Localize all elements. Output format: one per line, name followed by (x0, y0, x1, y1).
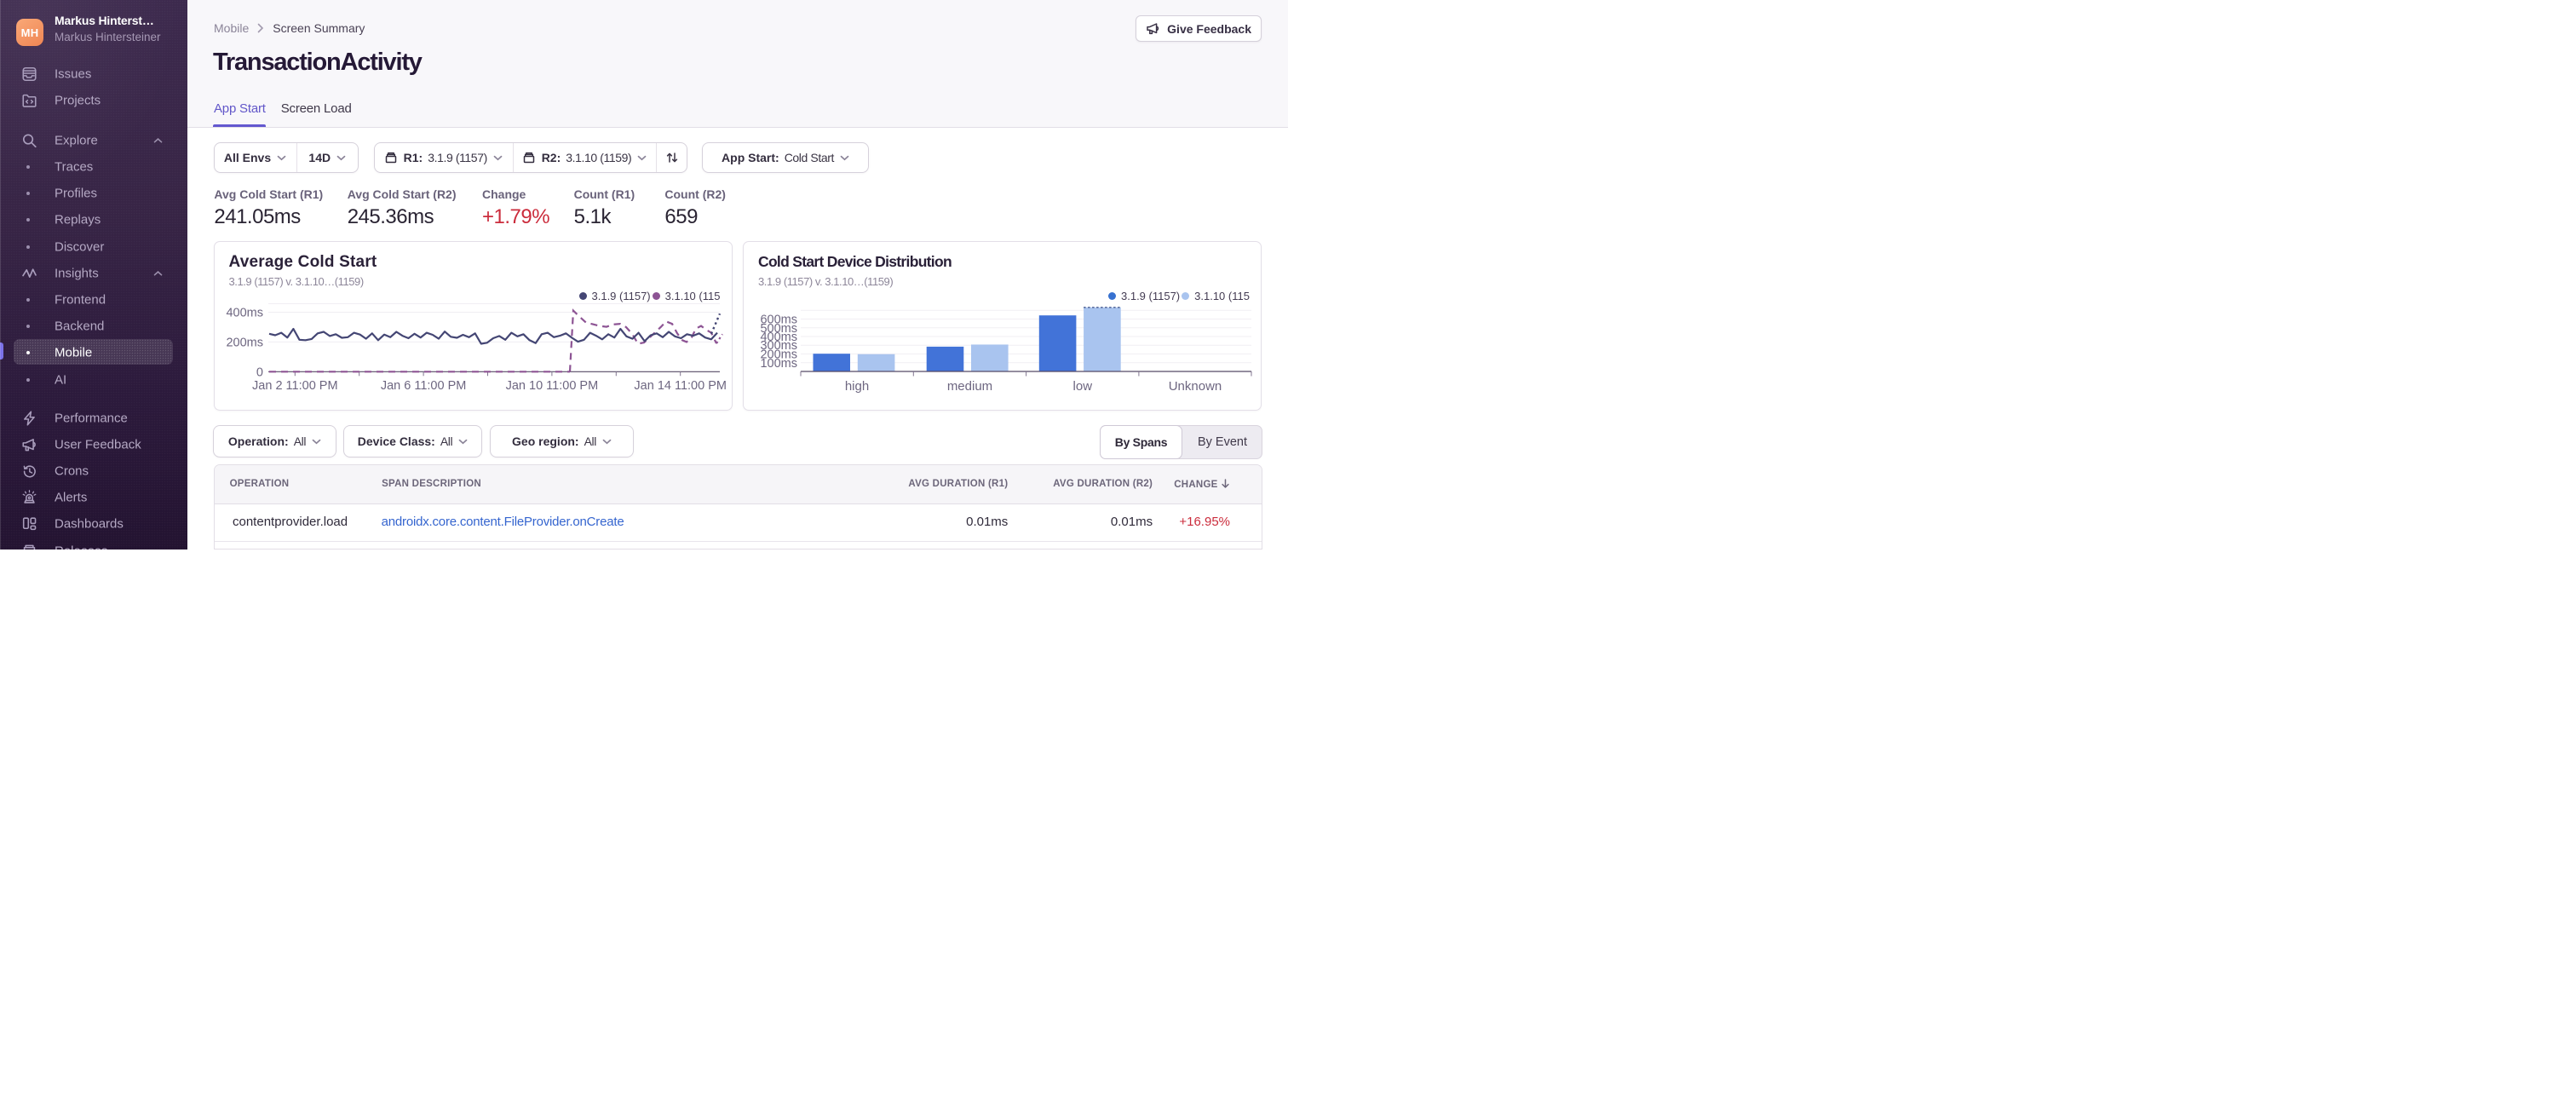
svg-text:Jan 2 11:00 PM: Jan 2 11:00 PM (252, 379, 338, 393)
svg-text:Jan 14 11:00 PM: Jan 14 11:00 PM (634, 379, 727, 393)
svg-text:0: 0 (256, 365, 262, 379)
svg-text:Unknown: Unknown (1169, 379, 1222, 394)
svg-text:400ms: 400ms (226, 307, 263, 320)
svg-text:Jan 6 11:00 PM: Jan 6 11:00 PM (380, 379, 465, 393)
svg-text:Jan 10 11:00 PM: Jan 10 11:00 PM (505, 379, 598, 393)
svg-text:200ms: 200ms (226, 336, 263, 349)
svg-text:high: high (845, 379, 869, 394)
svg-text:medium: medium (947, 379, 992, 394)
svg-text:600ms: 600ms (760, 314, 797, 327)
svg-text:400ms: 400ms (760, 331, 797, 344)
svg-text:100ms: 100ms (760, 357, 797, 371)
svg-text:low: low (1073, 379, 1093, 394)
svg-text:300ms: 300ms (760, 339, 797, 353)
svg-text:200ms: 200ms (760, 348, 797, 362)
svg-text:500ms: 500ms (760, 322, 797, 336)
